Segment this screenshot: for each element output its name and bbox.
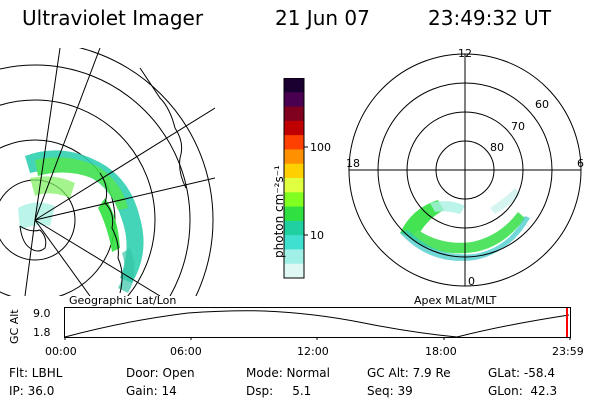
mlt-label-0: 0 <box>468 275 475 288</box>
mode-info: Mode: Normal <box>246 366 330 380</box>
instrument-title: Ultraviolet Imager <box>22 6 204 30</box>
mlt-meridians <box>349 54 581 286</box>
colorbar-cell <box>284 235 304 250</box>
altitude-tick-high: 9.0 <box>33 307 51 320</box>
colorbar-cell <box>284 106 304 122</box>
geographic-map <box>0 48 215 296</box>
colorbar-cell <box>284 78 304 93</box>
colorbar-tick-100: 100 <box>310 141 331 154</box>
aurora-oval <box>400 188 530 261</box>
dsp-info: Dsp: 5.1 <box>246 384 312 398</box>
colorbar-tick-10: 10 <box>310 229 324 242</box>
colorbar-cell <box>284 163 304 179</box>
geographic-map-label: Geographic Lat/Lon <box>69 294 177 307</box>
colorbar-cell <box>284 92 304 108</box>
time-tick-0000: 00:00 <box>45 345 77 358</box>
magnetic-polar-plot <box>348 53 582 287</box>
colorbar-unit-label: photon cm⁻²s⁻¹ <box>272 165 286 258</box>
time-tick-1800: 18:00 <box>425 345 457 358</box>
colorbar-cell <box>284 263 304 279</box>
colorbar-cell <box>284 192 304 208</box>
colorbar-cell <box>284 249 304 265</box>
glat-info: GLat: -58.4 <box>488 366 555 380</box>
mlt-label-12: 12 <box>458 47 472 60</box>
colorbar-cell <box>284 120 304 136</box>
mlat-label-60: 60 <box>535 98 549 111</box>
filter-info: Flt: LBHL <box>9 366 63 380</box>
gc-alt-info: GC Alt: 7.9 Re <box>367 366 451 380</box>
colorbar-cell <box>284 206 304 222</box>
colorbar-cell <box>284 220 304 236</box>
mlat-label-70: 70 <box>511 120 525 133</box>
glon-info: GLon: 42.3 <box>488 384 558 398</box>
image-time: 23:49:32 UT <box>428 6 552 30</box>
magnetic-plot-label: Apex MLat/MLT <box>414 294 497 307</box>
altitude-axis-label: GC Alt <box>8 309 21 344</box>
gain-info: Gain: 14 <box>126 384 177 398</box>
colorbar-cell <box>284 135 304 150</box>
time-tick-2359: 23:59 <box>552 345 584 358</box>
image-date: 21 Jun 07 <box>275 6 370 30</box>
door-info: Door: Open <box>126 366 195 380</box>
seq-info: Seq: 39 <box>367 384 413 398</box>
mlt-label-6: 6 <box>577 157 584 170</box>
longitude-grid <box>24 48 215 296</box>
colorbar-cell <box>284 149 304 165</box>
aurora-emission <box>18 150 144 293</box>
mlat-label-80: 80 <box>490 141 504 154</box>
mlt-label-18: 18 <box>346 157 360 170</box>
altitude-tick-low: 1.8 <box>33 326 51 339</box>
time-tick-1200: 12:00 <box>297 345 329 358</box>
ip-info: IP: 36.0 <box>9 384 55 398</box>
colorbar-cell <box>284 178 304 193</box>
coastline <box>19 67 187 294</box>
altitude-chart <box>64 307 571 340</box>
time-tick-0600: 06:00 <box>170 345 202 358</box>
colorbar <box>283 78 308 279</box>
